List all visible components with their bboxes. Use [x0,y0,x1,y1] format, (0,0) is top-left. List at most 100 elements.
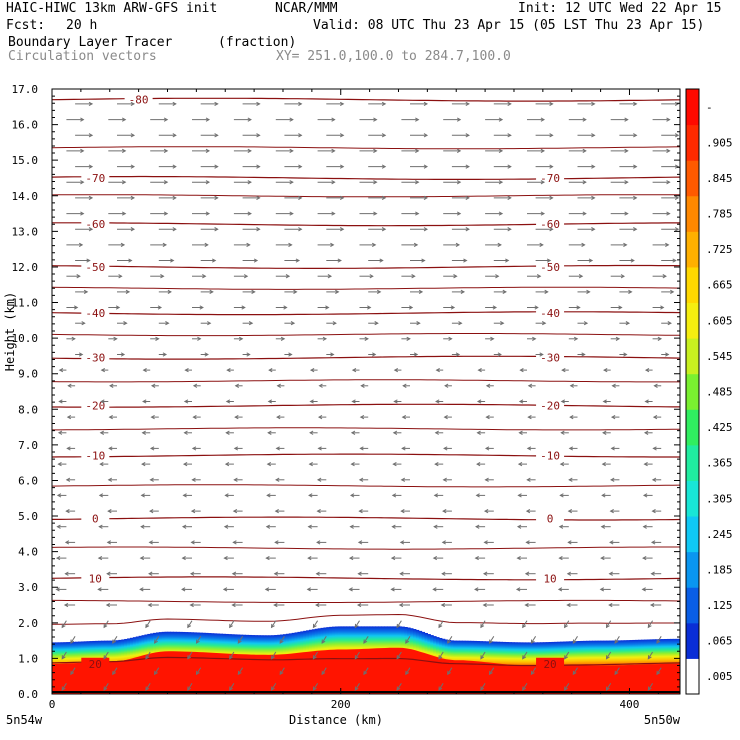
circulation-vector-head [381,133,387,138]
circulation-vector-head [67,383,72,388]
circulation-vector [279,636,285,644]
circulation-vector-head [266,461,272,467]
circulation-vector-head [209,289,214,294]
circulation-vector-head [207,321,212,326]
circulation-vector-head [411,274,416,279]
circulation-vector-head [633,101,638,107]
contour-label-bg [536,657,565,670]
temperature-contour-line [52,403,680,408]
circulation-vector-head [339,195,345,201]
y-tick-label: 8.0 [18,403,38,416]
circulation-vector-head [401,446,406,451]
circulation-vector-head [591,101,596,107]
circulation-vector-head [295,258,301,263]
circulation-vector-head [442,508,447,514]
circulation-vector-head [415,148,420,154]
contour-label: 20 [543,658,556,671]
circulation-vector-head [460,289,466,294]
circulation-vector [606,620,612,628]
circulation-vector-head [163,117,169,122]
circulation-vector-head [448,336,453,341]
circulation-vector-head [339,133,345,138]
circulation-vector-head [620,274,626,279]
org-label: NCAR/MMM [275,1,338,16]
circulation-vector-head [289,211,294,216]
colorbar-swatch [686,124,699,161]
circulation-vector-head [505,258,510,263]
circulation-vector-head [559,493,564,498]
circulation-vector [154,636,160,644]
contour-label: -30 [540,352,560,365]
circulation-vector-head [349,493,355,498]
contour-label-bg [81,449,110,462]
circulation-vector-head [498,148,504,154]
temperature-contour-line [52,222,680,227]
circulation-vector-head [406,336,411,341]
temperature-contour-line [52,656,680,667]
circulation-vector-head [500,321,505,326]
circulation-vector-head [423,227,429,232]
x-axis-label: Distance (km) [289,713,383,727]
circulation-vector-head [502,289,507,294]
circulation-vector-head [264,587,270,592]
circulation-vector-head [222,587,228,592]
circulation-vector-head [573,336,579,341]
circulation-vector-head [488,639,493,644]
circulation-vector-head [157,305,163,310]
circulation-vector-head [666,117,671,122]
circulation-vector-head [515,587,521,592]
circulation-vector-head [309,368,315,373]
circulation-vector-head [56,493,62,498]
circulation-vector-head [130,164,136,169]
circulation-vector-head [289,148,294,154]
circulation-vector-head [192,414,197,420]
circulation-vector-head [484,477,489,482]
circulation-vector [279,667,285,675]
circulation-vector-head [270,623,275,629]
circulation-vector-head [440,602,446,608]
contour-label-bg [81,657,110,670]
circulation-vector-head [58,368,64,373]
circulation-vector-head [438,623,443,629]
circulation-vector-head [525,508,531,514]
circulation-vector-head [81,321,86,326]
circulation-vector-head [653,383,658,388]
circulation-vector-head [316,540,321,545]
circulation-vector-head [358,477,364,482]
circulation-vector-head [566,571,572,576]
circulation-vector-head [507,133,512,138]
y-tick-label: 0.0 [18,688,38,701]
circulation-vector-head [182,461,188,467]
circulation-vector-head [507,227,512,232]
circulation-vector-head [390,587,395,592]
circulation-vector-head [474,555,479,561]
circulation-vector-head [172,164,177,169]
circulation-vector [489,636,495,644]
circulation-vector-head [331,117,336,122]
temperature-contour-line [52,264,680,269]
circulation-vector-head [522,686,527,691]
circulation-vector-head [455,242,461,248]
circulation-vector-head [140,524,145,529]
circulation-vector-head [507,164,512,169]
circulation-vector-head [121,180,127,185]
circulation-vector-head [109,383,114,388]
circulation-vector-head [652,446,657,451]
circulation-vector-head [456,180,462,185]
temperature-contour-line [52,613,680,625]
circulation-vector-head [373,148,378,154]
circulation-vector [354,683,360,691]
circulation-vector-head [293,289,298,294]
circulation-vector-head [399,540,405,545]
circulation-vector-head [568,446,574,451]
circulation-vector-head [435,368,440,373]
circulation-vector-head [492,305,498,310]
circulation-vector-head [601,461,606,467]
circulation-vector-head [561,368,566,373]
circulation-vector-head [243,274,249,279]
y-tick-label: 17.0 [12,83,39,96]
circulation-vector-head [540,180,546,185]
circulation-vector-head [98,524,103,529]
circulation-vector-head [275,477,280,482]
temperature-contour-line [52,97,680,102]
